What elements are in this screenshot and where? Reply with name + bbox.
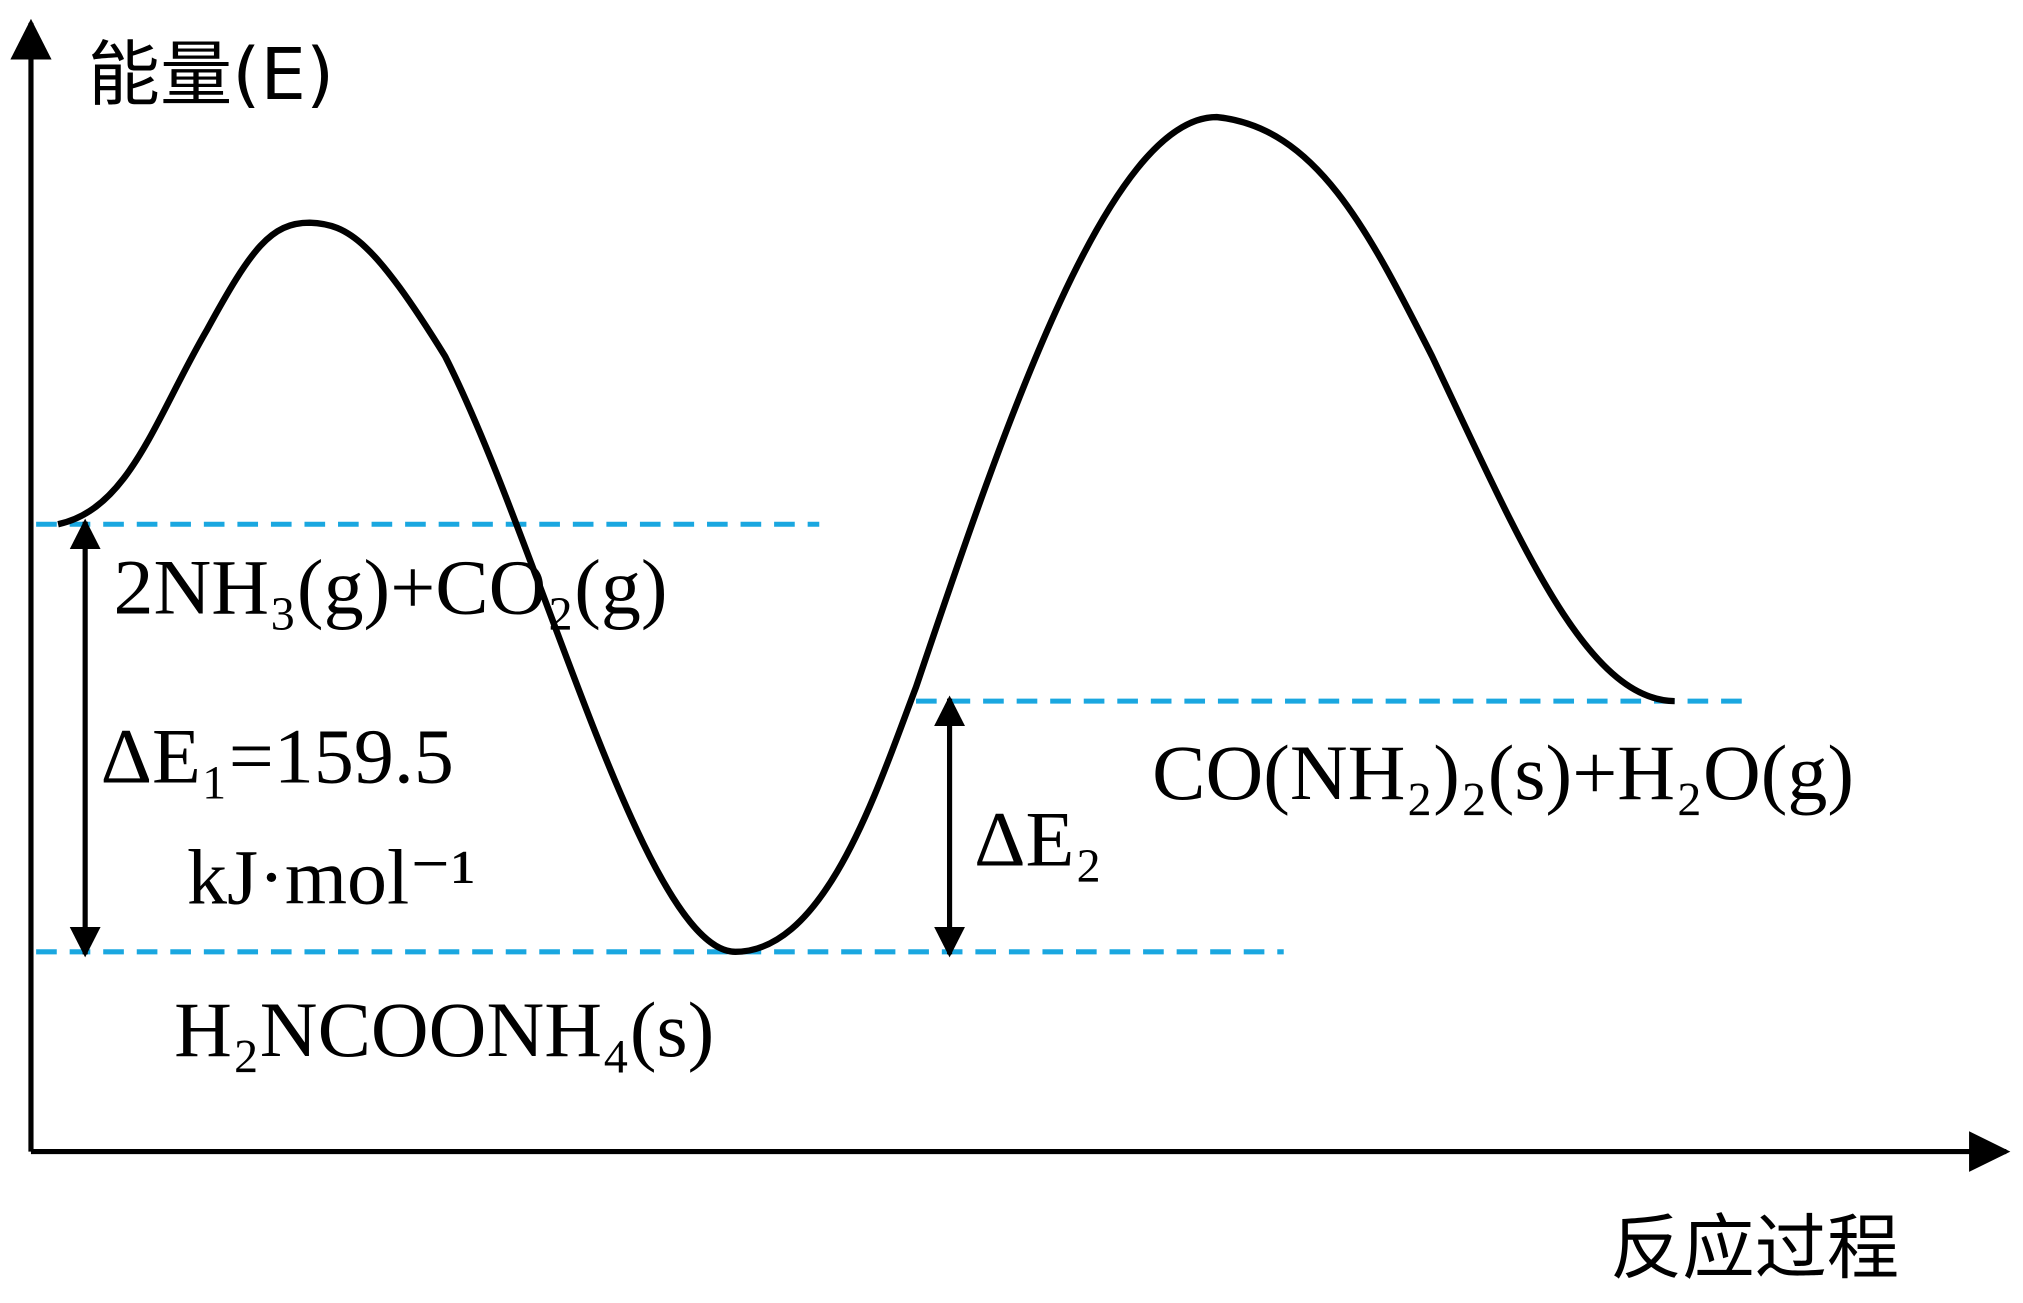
levels xyxy=(36,521,1755,955)
delta-e2-label: ΔE₂ xyxy=(974,796,1102,883)
intermediate-label: H₂NCOONH₄(s) xyxy=(174,987,714,1074)
x-axis-label: 反应过程 xyxy=(1610,1206,1899,1289)
reaction-curve xyxy=(57,113,1675,955)
y-axis-label: 能量(E) xyxy=(88,33,335,116)
product-label: CO(NH₂)₂(s)+H₂O(g) xyxy=(1152,730,1854,817)
reactant-label: 2NH₃(g)+CO₂(g) xyxy=(114,544,668,631)
delta-e1-label: ΔE₁=159.5 xyxy=(101,713,454,800)
delta-e1-unit: kJ·mol⁻¹ xyxy=(187,834,475,921)
